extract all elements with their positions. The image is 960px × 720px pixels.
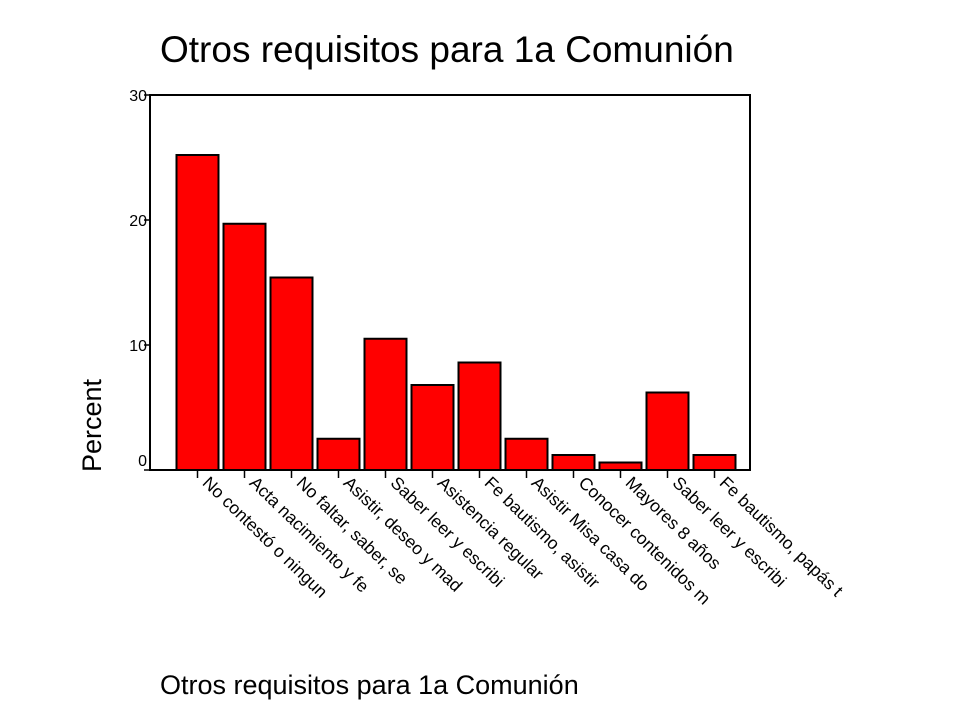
chart-title: Otros requisitos para 1a Comunión (160, 29, 734, 70)
bar (598, 461, 643, 471)
bar (222, 222, 267, 471)
y-axis: 0 10 20 30 (129, 88, 150, 471)
bar (410, 384, 455, 471)
bar (645, 391, 690, 471)
y-tick-label: 30 (129, 88, 147, 105)
bar (363, 337, 408, 471)
y-tick-label: 0 (138, 453, 147, 470)
x-axis-title: Otros requisitos para 1a Comunión (160, 670, 579, 700)
bar (551, 454, 596, 471)
bar (269, 276, 314, 471)
y-tick-label: 20 (129, 213, 147, 230)
y-axis-title: Percent (77, 378, 107, 472)
bar (504, 437, 549, 471)
bars-layer (175, 154, 737, 471)
bar (175, 154, 220, 471)
y-tick-label: 10 (129, 338, 147, 355)
bar (316, 437, 361, 471)
bar (457, 361, 502, 471)
bar (692, 454, 737, 471)
